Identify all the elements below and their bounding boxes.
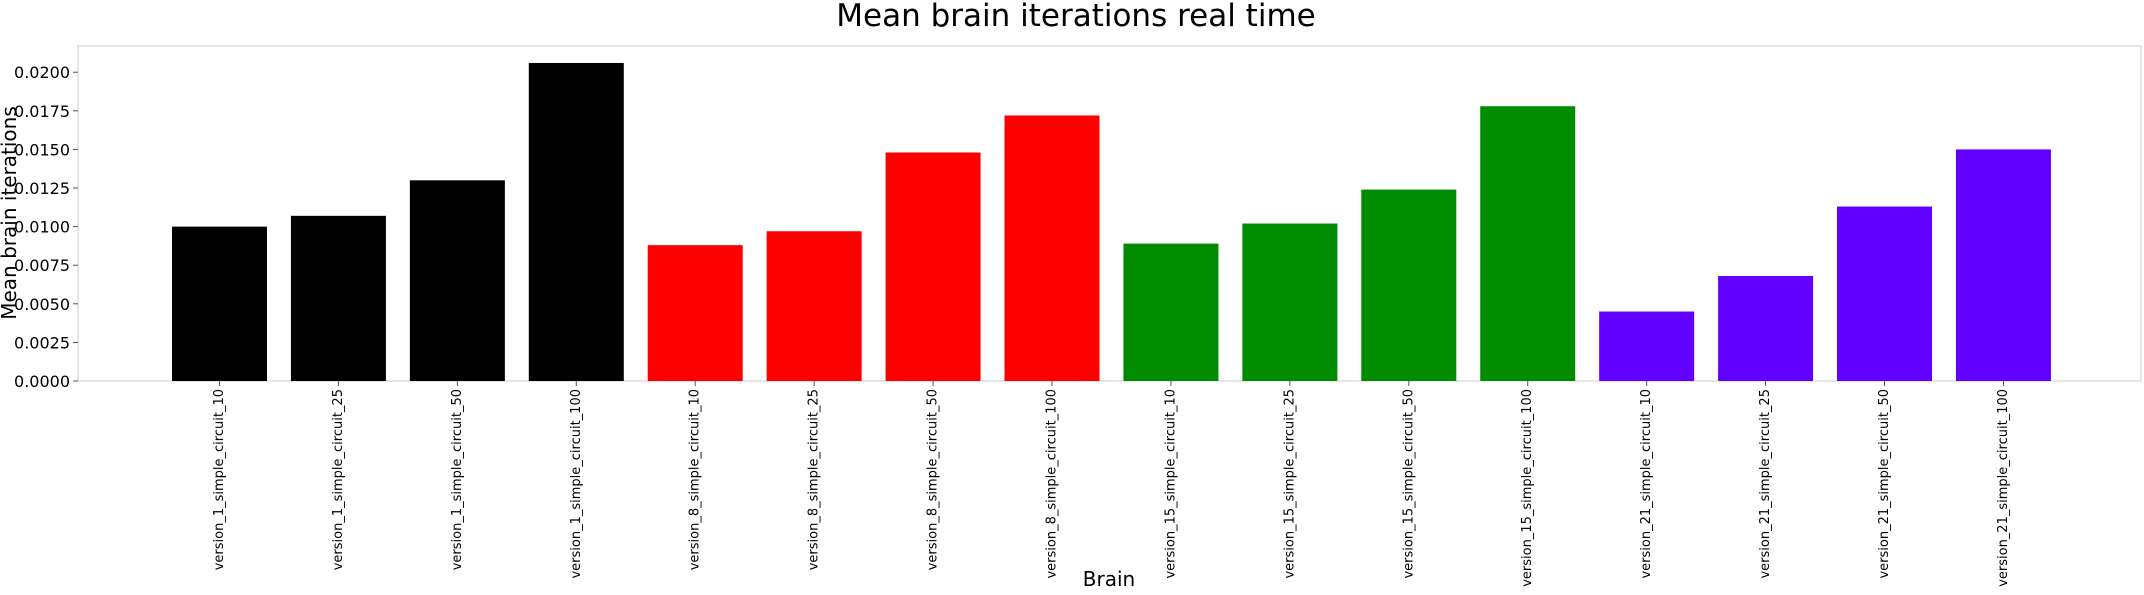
- x-tick-label: version_1_simple_circuit_25: [331, 389, 346, 570]
- y-axis-label: Mean brain iterations: [0, 106, 21, 320]
- x-axis-ticks: version_1_simple_circuit_10 version_1_sim…: [212, 381, 2011, 587]
- y-tick-label: 0.0025: [14, 333, 70, 352]
- bar-version_1_simple_circuit_50: [409, 180, 505, 381]
- x-tick-label: version_21_simple_circuit_25: [1758, 389, 1773, 579]
- x-tick-label: version_21_simple_circuit_10: [1639, 389, 1654, 579]
- x-tick-label: version_15_simple_circuit_100: [1520, 389, 1535, 587]
- x-tick-label: version_15_simple_circuit_50: [1401, 389, 1416, 579]
- bar-version_1_simple_circuit_100: [528, 62, 624, 381]
- bar-version_8_simple_circuit_100: [1004, 115, 1100, 381]
- x-axis-label: Brain: [1083, 567, 1135, 591]
- bar-version_1_simple_circuit_25: [290, 215, 386, 381]
- x-tick-label: version_15_simple_circuit_25: [1282, 389, 1297, 579]
- bar-version_1_simple_circuit_10: [172, 226, 267, 381]
- x-tick-label: version_8_simple_circuit_25: [807, 389, 822, 570]
- plot-area-frame: [77, 45, 2142, 382]
- x-tick-label: version_15_simple_circuit_10: [1163, 389, 1178, 579]
- y-tick-label: 0.0050: [14, 295, 70, 314]
- x-tick-label: version_8_simple_circuit_10: [688, 389, 703, 570]
- bar-version_21_simple_circuit_100: [1955, 149, 2051, 381]
- bar-version_15_simple_circuit_100: [1480, 106, 1576, 382]
- y-tick-label: 0.0075: [14, 256, 70, 275]
- bar-version_8_simple_circuit_50: [885, 152, 981, 381]
- bar-version_15_simple_circuit_10: [1123, 243, 1219, 381]
- y-tick-label: 0.0175: [14, 102, 70, 121]
- y-axis-ticks: 0.0000 0.0025 0.0050 0.0075 0.0100 0.0125 0.01…: [14, 63, 78, 391]
- chart-title: Mean brain iterations real time: [836, 0, 1315, 34]
- x-tick-label: version_1_simple_circuit_100: [569, 389, 584, 579]
- bar-version_21_simple_circuit_25: [1718, 276, 1814, 381]
- bar-version_15_simple_circuit_25: [1242, 223, 1338, 381]
- x-tick-label: version_8_simple_circuit_50: [926, 389, 941, 570]
- bar-version_21_simple_circuit_50: [1837, 206, 1933, 381]
- x-tick-label: version_1_simple_circuit_10: [212, 389, 227, 570]
- bars-group: [172, 62, 2051, 382]
- bar-version_21_simple_circuit_10: [1599, 311, 1695, 381]
- bar-version_8_simple_circuit_10: [647, 245, 743, 381]
- y-tick-label: 0.0125: [14, 179, 70, 198]
- x-tick-label: version_1_simple_circuit_50: [450, 389, 465, 570]
- y-tick-label: 0.0100: [14, 218, 70, 237]
- y-tick-label: 0.0000: [14, 372, 70, 391]
- x-tick-label: version_8_simple_circuit_100: [1045, 389, 1060, 579]
- bar-version_8_simple_circuit_25: [766, 231, 862, 381]
- y-tick-label: 0.0200: [14, 63, 70, 82]
- bar-version_15_simple_circuit_50: [1361, 189, 1457, 381]
- y-tick-label: 0.0150: [14, 140, 70, 159]
- x-tick-label: version_21_simple_circuit_50: [1877, 389, 1892, 579]
- x-tick-label: version_21_simple_circuit_100: [1996, 389, 2011, 587]
